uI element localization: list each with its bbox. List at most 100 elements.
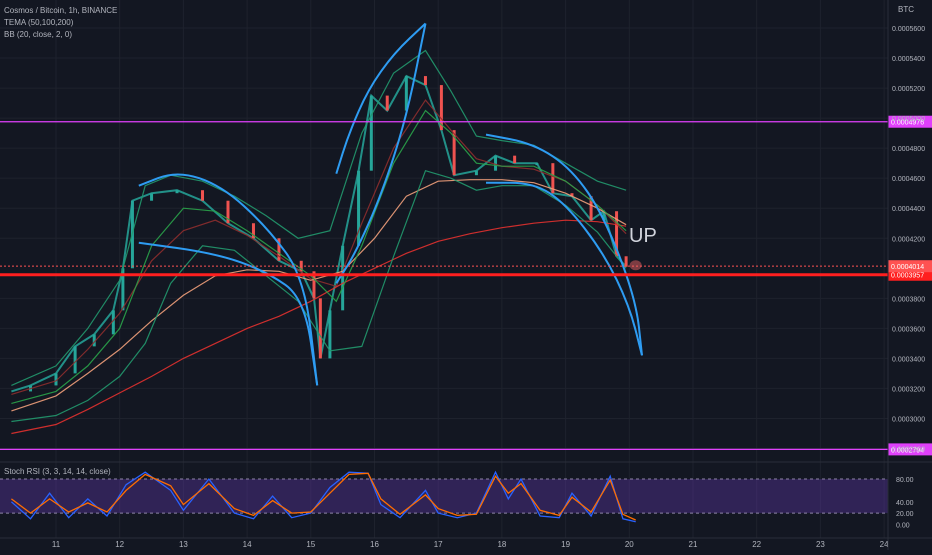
series-bb-lower <box>11 169 627 423</box>
y-tick-label: 0.0005000 <box>892 116 925 123</box>
arc-2 <box>335 22 427 174</box>
y-tick-label: 0.0005600 <box>892 26 925 33</box>
series-tema-100 <box>11 179 627 412</box>
price-tag-bg <box>888 443 932 456</box>
candle <box>602 211 606 221</box>
y-tick-label: 0.0004600 <box>892 176 925 183</box>
candle <box>121 268 125 311</box>
price-tag-label: 0.0003957 <box>891 273 924 280</box>
x-tick-label: 14 <box>243 540 252 549</box>
candle <box>385 95 389 111</box>
candle <box>551 163 555 194</box>
arc-3 <box>485 133 643 356</box>
x-tick-label: 24 <box>880 540 889 549</box>
candle <box>452 130 456 176</box>
bb-legend: BB (20, close, 2, 0) <box>4 30 73 39</box>
y-tick-label: 0.0003800 <box>892 296 925 303</box>
candle <box>150 193 154 201</box>
price-tag-bg <box>888 115 932 128</box>
horizontal-lines: 0.0004976 0.0003957 0.0002794 0.0004014 <box>0 115 932 456</box>
currency-label: BTC <box>898 5 914 14</box>
tema-legend: TEMA (50,100,200) <box>4 18 74 27</box>
price-tag-label: 0.0004976 <box>891 120 924 127</box>
current-price-tag-bg <box>888 260 932 273</box>
y-tick-label: 0.0003400 <box>892 356 925 363</box>
x-tick-label: 22 <box>752 540 761 549</box>
drawing-arcs <box>138 22 643 386</box>
candle <box>175 190 179 194</box>
current-price-tag-label: 0.0004014 <box>891 264 924 271</box>
x-tick-label: 16 <box>370 540 379 549</box>
arc-2-base <box>335 23 427 284</box>
candle <box>535 163 539 166</box>
x-tick-label: 18 <box>497 540 506 549</box>
oscillator-pane: 80.00 40.00 20.00 0.00 <box>0 470 914 530</box>
arc-1-base <box>138 241 319 386</box>
osc-y-tick-label: 20.00 <box>896 511 914 518</box>
candle <box>226 200 230 224</box>
x-tick-label: 15 <box>306 540 315 549</box>
osc-y-tick-label: 80.00 <box>896 477 914 484</box>
symbol-title: Cosmos / Bitcoin, 1h, BINANCE <box>4 6 118 15</box>
osc-y-tick-label: 0.00 <box>896 523 910 530</box>
up-annotation: UP <box>629 225 657 247</box>
x-tick-label: 19 <box>561 540 570 549</box>
y-tick-label: 0.0002800 <box>892 446 925 453</box>
price-tag-label: 0.0002794 <box>891 447 924 454</box>
osc-series-d <box>11 472 636 521</box>
candle <box>277 238 281 261</box>
candle <box>615 211 619 257</box>
candle <box>341 245 345 311</box>
indicator-lines <box>11 49 627 435</box>
candle <box>589 196 593 221</box>
candle <box>513 155 517 164</box>
candle <box>251 223 255 239</box>
x-tick-label: 20 <box>625 540 634 549</box>
grid <box>0 0 888 538</box>
y-tick-label: 0.0004800 <box>892 146 925 153</box>
series-tema-200 <box>11 219 627 435</box>
stoch-rsi-legend: Stoch RSI (3, 3, 14, 14, close) <box>4 467 111 476</box>
x-tick-label: 21 <box>689 540 698 549</box>
candle <box>474 170 478 176</box>
y-tick-label: 0.0005200 <box>892 86 925 93</box>
arc-1 <box>138 173 319 386</box>
y-tick-label: 0.0004400 <box>892 206 925 213</box>
candle <box>404 76 408 111</box>
x-tick-label: 23 <box>816 540 825 549</box>
series-bb-upper <box>11 49 627 386</box>
candle <box>494 155 498 171</box>
x-tick-label: 13 <box>179 540 188 549</box>
osc-series-k <box>10 470 636 523</box>
candle <box>357 170 361 246</box>
y-tick-label: 0.0003000 <box>892 416 925 423</box>
series-bb-basis <box>11 109 627 404</box>
x-tick-label: 17 <box>434 540 443 549</box>
x-tick-label: 11 <box>52 540 61 549</box>
y-tick-label: 0.0004200 <box>892 236 925 243</box>
y-tick-label: 0.0003200 <box>892 386 925 393</box>
y-tick-label: 0.0005400 <box>892 56 925 63</box>
y-tick-label: 0.0003600 <box>892 326 925 333</box>
candle <box>201 190 205 201</box>
candle <box>54 373 58 386</box>
candle <box>111 310 115 335</box>
candle <box>318 298 322 359</box>
candle <box>73 346 77 374</box>
candle <box>328 310 332 359</box>
stoch-band <box>0 479 888 514</box>
arc-3-base <box>486 181 643 356</box>
candle <box>423 76 427 86</box>
candle <box>439 85 443 131</box>
candle <box>570 193 574 197</box>
candle <box>312 271 316 299</box>
candle <box>92 334 96 347</box>
last-price-marker <box>629 260 642 271</box>
x-tick-label: 12 <box>115 540 124 549</box>
candle <box>369 95 373 171</box>
candle <box>624 256 628 267</box>
osc-y-tick-label: 40.00 <box>896 500 914 507</box>
